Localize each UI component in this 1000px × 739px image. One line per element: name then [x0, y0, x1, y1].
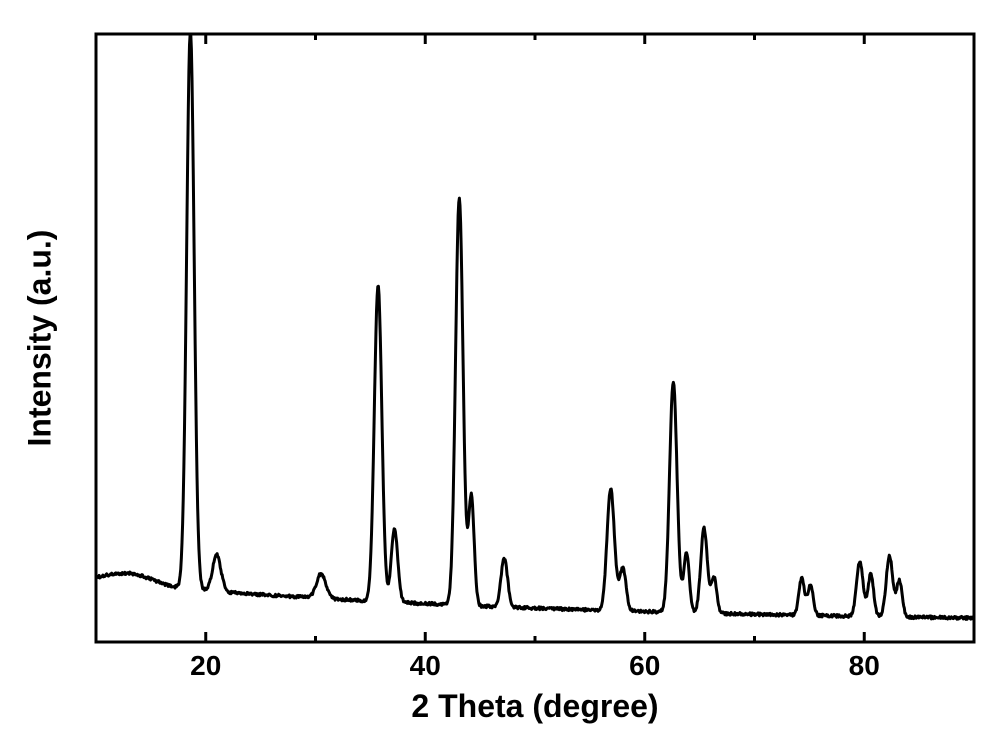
x-tick-label: 40 [410, 650, 441, 682]
x-tick-label: 20 [190, 650, 221, 682]
x-tick-label: 80 [849, 650, 880, 682]
xrd-chart: Intensity (a.u.) 2 Theta (degree) 204060… [0, 0, 1000, 739]
x-tick-label: 60 [629, 650, 660, 682]
plot-area [0, 0, 1000, 739]
plot-frame [96, 34, 974, 642]
